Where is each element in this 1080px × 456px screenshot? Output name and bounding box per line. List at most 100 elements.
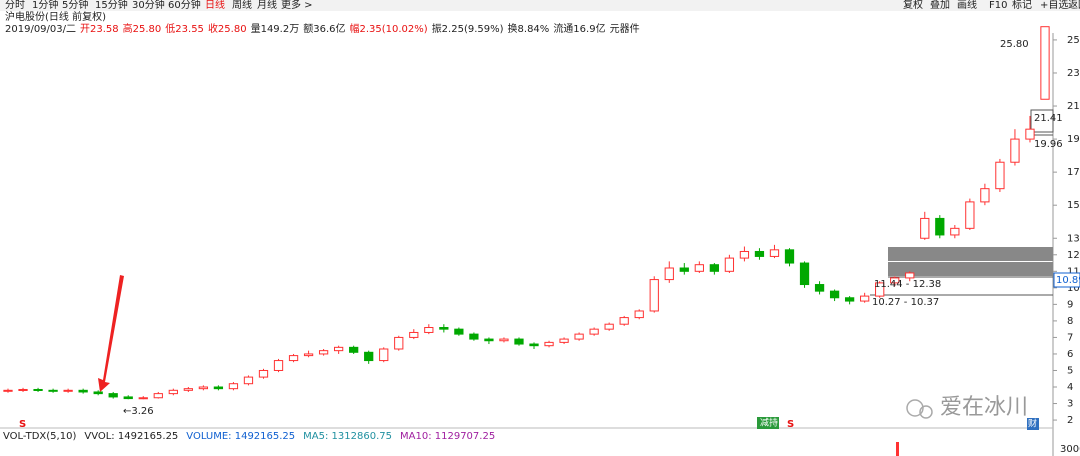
candle-body	[183, 388, 193, 391]
candle-body	[484, 338, 494, 342]
y-tick-label: 4	[1067, 382, 1073, 393]
y-tick-label: 23	[1067, 68, 1080, 79]
candle-body	[3, 389, 13, 392]
info-field: 量149.2万	[251, 23, 300, 35]
candle-body	[168, 389, 178, 395]
toolbar-button[interactable]: +自选	[1040, 0, 1068, 11]
toolbar-tab[interactable]: 60分钟	[168, 0, 201, 11]
toolbar-tab[interactable]: 15分钟	[95, 0, 128, 11]
y-tick-label: 17	[1067, 167, 1080, 178]
candle-body	[108, 393, 118, 398]
candle-body	[288, 355, 299, 362]
toolbar-button[interactable]: F10	[989, 0, 1007, 11]
toolbar-items: 分时 1分钟 5分钟 15分钟 30分钟 60分钟 日线 周线 月线 更多 > 复权 叠加 画线 F10 标…	[5, 0, 1080, 11]
y-tick-label: 7	[1067, 332, 1073, 343]
info-field: 2019/09/03/二	[5, 24, 76, 35]
candle-body	[93, 391, 103, 395]
candle-body	[529, 343, 539, 347]
candle-body	[409, 331, 419, 338]
info-field: 低23.55	[165, 22, 204, 35]
s-marker: S	[19, 419, 26, 430]
y-tick-label: 11	[1067, 266, 1080, 277]
candle-body	[995, 161, 1005, 190]
candle-body	[78, 389, 88, 393]
candle-body	[153, 393, 163, 399]
toolbar-button[interactable]: 标记	[1012, 0, 1032, 11]
toolbar-button[interactable]: 叠加	[930, 0, 950, 11]
candle-body	[634, 310, 644, 319]
toolbar	[0, 0, 1080, 11]
watermark-icon	[919, 405, 933, 419]
candle-body	[649, 279, 659, 312]
toolbar-tab[interactable]: 日线	[205, 0, 225, 11]
candle-body	[679, 267, 689, 272]
candle-body	[213, 386, 224, 390]
volume-field: VVOL: 1492165.25	[84, 431, 178, 442]
toolbar-button[interactable]: 返回	[1068, 0, 1080, 11]
candle-body	[619, 317, 629, 325]
annotation: 19.96	[1034, 139, 1063, 150]
gap-box	[1030, 109, 1054, 133]
toolbar-tab[interactable]: 分时	[5, 0, 25, 11]
candle-body	[258, 369, 269, 378]
candle-body	[799, 262, 810, 286]
candle-body	[559, 338, 569, 343]
candle-body	[364, 351, 374, 362]
candle-body	[424, 327, 434, 333]
annotation: 21.41	[1034, 113, 1063, 124]
candle-body	[439, 327, 449, 330]
annotation-value: 3.26	[131, 406, 153, 417]
arrow	[98, 275, 124, 392]
toolbar-tab[interactable]: 1分钟	[32, 0, 58, 11]
candle-body	[334, 346, 344, 352]
candle-body	[303, 353, 314, 357]
candle-body	[123, 396, 133, 400]
candle-body	[709, 264, 719, 272]
annotation: 10.27 - 10.37	[872, 297, 939, 308]
y-tick-label: 12	[1067, 250, 1080, 261]
info-field: 振2.25(9.59%)	[432, 22, 504, 35]
toolbar-tab[interactable]: 5分钟	[62, 0, 88, 11]
candle-body	[935, 217, 945, 236]
candle-body	[349, 346, 359, 353]
candle-body	[694, 264, 704, 272]
candle-body	[379, 348, 389, 362]
y-tick-label: 3	[1067, 399, 1073, 410]
candle-body	[48, 389, 58, 392]
badge-text: 减持	[760, 417, 778, 429]
candle-body	[454, 328, 464, 335]
y-tick-label: 8	[1067, 316, 1073, 327]
candle-body	[844, 297, 855, 302]
toolbar-button[interactable]: 复权	[903, 0, 923, 11]
y-tick-label: 10	[1067, 283, 1080, 294]
candle-body	[33, 388, 43, 391]
info-field: 流通16.9亿	[553, 22, 605, 35]
stock-title: 沪电股份(日线 前复权)	[5, 10, 106, 23]
toolbar-tab[interactable]: 更多 >	[281, 0, 313, 11]
candle-body	[544, 341, 554, 347]
y-tick-label: 6	[1067, 349, 1073, 360]
toolbar-tab[interactable]: 30分钟	[132, 0, 165, 11]
zone-box	[888, 262, 1053, 276]
candle-body	[394, 336, 404, 350]
toolbar-button[interactable]: 画线	[957, 0, 977, 11]
candle-body	[724, 257, 735, 272]
y-tick-label: 5	[1067, 365, 1073, 376]
candle-body	[890, 277, 900, 284]
candle-body	[499, 338, 509, 342]
current-price: 10.89	[1056, 275, 1080, 286]
toolbar-tab[interactable]: 月线	[257, 0, 277, 11]
volume-line: VOL-TDX(5,10) VVOL: 1492165.25 VOLUME: 149…	[3, 431, 495, 442]
info-field: 收25.80	[208, 22, 247, 35]
y-tick-label: 13	[1067, 233, 1080, 244]
candle-body	[664, 267, 674, 281]
s-marker: S	[787, 419, 794, 430]
candle-body	[875, 282, 885, 297]
volume-field: VOL-TDX(5,10)	[3, 431, 76, 442]
toolbar-tab[interactable]: 周线	[232, 0, 252, 11]
y-tick-label: 25	[1067, 35, 1080, 46]
badge	[757, 417, 779, 429]
y-tick-label: 21	[1067, 101, 1080, 112]
y-tick-label: 19	[1067, 134, 1080, 145]
